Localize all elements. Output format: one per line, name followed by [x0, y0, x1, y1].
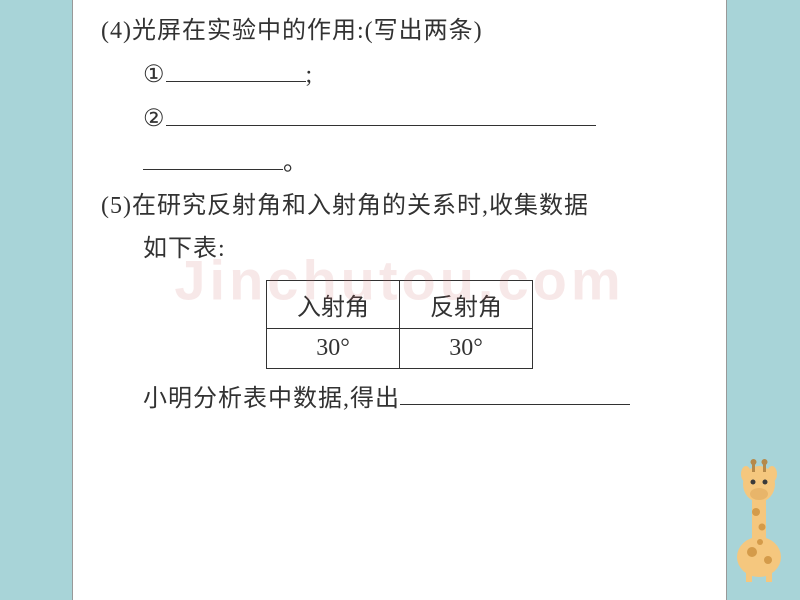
- table-row: 30° 30°: [267, 328, 533, 368]
- q4-blank2a: [166, 97, 596, 126]
- giraffe-icon: [724, 452, 794, 582]
- table-cell-incidence-value: 30°: [267, 328, 400, 368]
- document-page: Jinchutou.com (4)光屏在实验中的作用:(写出两条) ①; ② 。…: [72, 0, 727, 600]
- q4-item1: ①;: [93, 53, 706, 97]
- q4-item1-marker: ①: [143, 54, 166, 97]
- q4-item2-suffix: 。: [283, 150, 308, 176]
- q5-prompt-line2: 如下表:: [93, 228, 706, 271]
- table-row: 入射角 反射角: [267, 280, 533, 328]
- q5-analysis-prefix: 小明分析表中数据,得出: [143, 385, 400, 411]
- q4-prompt: (4)光屏在实验中的作用:(写出两条): [93, 10, 706, 53]
- q4-blank2b: [143, 141, 283, 170]
- q4-item2-line1: ②: [93, 97, 706, 141]
- q4-item2-line2: 。: [93, 141, 706, 185]
- table-cell-reflection-value: 30°: [400, 328, 533, 368]
- q4-item2-marker: ②: [143, 98, 166, 141]
- q5-blank: [400, 377, 630, 406]
- table-header-incidence: 入射角: [267, 280, 400, 328]
- q5-analysis: 小明分析表中数据,得出: [93, 377, 706, 421]
- q4-item1-suffix: ;: [306, 62, 314, 88]
- q4-blank1: [166, 53, 306, 82]
- q5-data-table: 入射角 反射角 30° 30°: [266, 280, 533, 369]
- q5-prompt-line1: (5)在研究反射角和入射角的关系时,收集数据: [93, 185, 706, 228]
- q5-table-container: 入射角 反射角 30° 30°: [93, 280, 706, 369]
- table-header-reflection: 反射角: [400, 280, 533, 328]
